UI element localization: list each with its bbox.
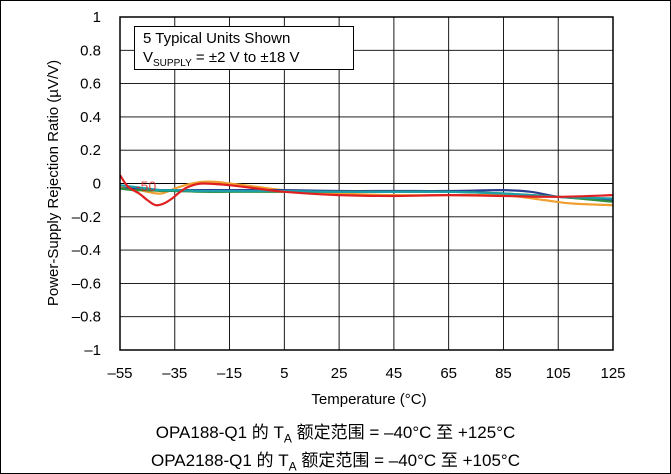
y-tick-label: –0.6	[72, 275, 101, 292]
caption-opa2188-sub: A	[288, 459, 297, 474]
y-axis-title: Power-Supply Rejection Ratio (µV/V)	[45, 60, 62, 306]
annotation-box: 5 Typical Units Shown VSUPPLY = ±2 V to …	[134, 26, 354, 70]
series-line-5	[119, 174, 614, 207]
y-tick-label: –1	[84, 342, 101, 359]
x-tick-labels: –55 –35 –15 5 25 45 65 85 105 125	[107, 365, 625, 382]
supply-symbol: V	[143, 49, 154, 66]
y-tick-label: 0.4	[80, 109, 101, 126]
caption-opa188-post: 额定范围 = –40°C 至 +125°C	[291, 423, 516, 442]
series-line-4	[119, 184, 614, 200]
annotation-supply-text: VSUPPLY = ±2 V to ±18 V	[143, 48, 353, 73]
y-tick-label: 1	[93, 9, 101, 26]
y-tick-label: 0	[93, 176, 101, 193]
caption-opa2188-pre: OPA2188-Q1 的 T	[150, 451, 289, 470]
caption-opa188-pre: OPA188-Q1 的 T	[155, 423, 284, 442]
x-tick-label: –15	[217, 365, 242, 382]
supply-range: = ±2 V to ±18 V	[191, 49, 300, 66]
caption-opa2188-post: 额定范围 = –40°C 至 +105°C	[296, 451, 520, 470]
y-tick-label: –0.2	[72, 209, 101, 226]
overlap-label: -50	[136, 178, 156, 194]
y-tick-label: –0.8	[72, 309, 101, 326]
x-tick-label: 125	[600, 365, 625, 382]
y-tick-label: –0.4	[72, 242, 101, 259]
data-series	[119, 174, 614, 207]
caption-opa2188: OPA2188-Q1 的 TA 额定范围 = –40°C 至 +105°C	[0, 446, 671, 473]
y-tick-label: 0.8	[80, 42, 101, 59]
caption-opa188-sub: A	[283, 431, 292, 446]
x-tick-label: 5	[280, 365, 288, 382]
caption-opa188: OPA188-Q1 的 TA 额定范围 = –40°C 至 +125°C	[0, 418, 671, 445]
supply-subscript: SUPPLY	[153, 58, 192, 69]
x-tick-label: 25	[331, 365, 348, 382]
x-tick-label: –35	[162, 365, 187, 382]
y-tick-labels: 1 0.8 0.6 0.4 0.2 0 –0.2 –0.4 –0.6 –0.8 –1	[72, 9, 101, 359]
x-axis-title: Temperature (°C)	[311, 391, 426, 408]
y-tick-label: 0.2	[80, 142, 101, 159]
x-tick-label: 65	[440, 365, 457, 382]
x-tick-label: –55	[107, 365, 132, 382]
x-tick-label: 85	[495, 365, 512, 382]
annotation-units-text: 5 Typical Units Shown	[143, 30, 291, 47]
y-tick-label: 0.6	[80, 76, 101, 93]
plot-area-border	[119, 16, 614, 351]
x-tick-label: 105	[546, 365, 571, 382]
x-tick-label: 45	[386, 365, 403, 382]
